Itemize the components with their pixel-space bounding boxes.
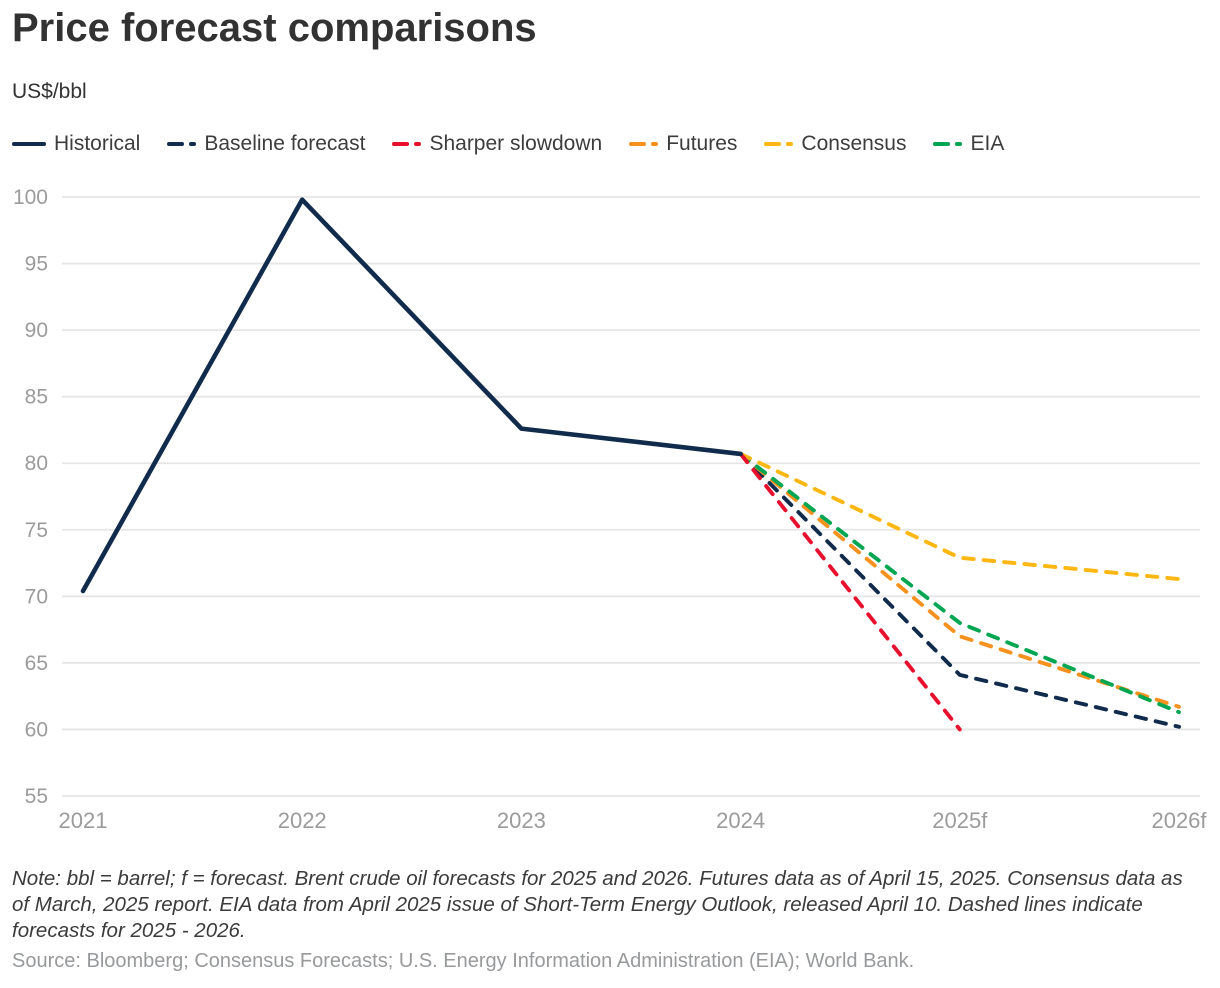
series-line-eia	[738, 451, 1181, 715]
dash-long	[629, 142, 647, 146]
x-tick-label-2024: 2024	[716, 808, 765, 833]
y-tick-label-80: 80	[25, 452, 48, 475]
x-tick-label-2026f: 2026f	[1151, 808, 1207, 833]
solid-bar	[12, 142, 46, 146]
y-tick-label-90: 90	[25, 319, 48, 342]
chart-svg: 55 60 65 70 75 80 85 90 95 100 2021 2022 2023 2024 202…	[13, 186, 1207, 833]
y-tick-label-65: 65	[25, 652, 48, 675]
y-tick-label-60: 60	[25, 718, 48, 741]
legend: Historical Baseline forecast Sharper slowd…	[12, 132, 1004, 156]
y-tick-label-75: 75	[25, 519, 48, 542]
legend-label: Futures	[666, 132, 738, 155]
dash-short	[786, 142, 794, 146]
x-tick-label-2021: 2021	[59, 808, 108, 833]
page-title: Price forecast comparisons	[12, 6, 537, 50]
series-line-futures	[738, 451, 1181, 709]
legend-label: Consensus	[801, 132, 907, 155]
solid-line-swatch-icon	[12, 142, 46, 146]
y-tick-label-95: 95	[25, 253, 48, 276]
dashed-line-swatch-icon	[764, 142, 794, 146]
series-line-historical	[80, 197, 743, 594]
chart-area: 55 60 65 70 75 80 85 90 95 100 2021 2022 2023 2024 202…	[0, 180, 1220, 845]
axis-unit-label: US$/bbl	[12, 80, 87, 103]
legend-label: Sharper slowdown	[429, 132, 603, 155]
y-tick-label-55: 55	[25, 785, 48, 808]
y-tick-label-85: 85	[25, 386, 48, 409]
x-tick-label-2025f: 2025f	[932, 808, 988, 833]
dash-short	[651, 142, 659, 146]
dash-long	[167, 142, 185, 146]
legend-item-baseline-forecast: Baseline forecast	[167, 132, 365, 156]
legend-item-eia: EIA	[933, 132, 1004, 156]
y-tick-label-100: 100	[13, 186, 48, 209]
legend-label: EIA	[970, 132, 1005, 155]
legend-label: Baseline forecast	[204, 132, 366, 155]
dash-short	[955, 142, 963, 146]
x-tick-label-2023: 2023	[497, 808, 546, 833]
dashed-line-swatch-icon	[629, 142, 659, 146]
legend-label: Historical	[54, 132, 141, 155]
y-tick-label-70: 70	[25, 585, 48, 608]
dashed-line-swatch-icon	[933, 142, 963, 146]
series-line-sharper-slowdown	[738, 451, 962, 732]
series-line-consensus	[738, 451, 1181, 581]
series-line-baseline-forecast	[738, 451, 1181, 729]
legend-item-sharper-slowdown: Sharper slowdown	[392, 132, 602, 156]
dash-long	[764, 142, 782, 146]
x-tick-label-2022: 2022	[278, 808, 327, 833]
dash-short	[189, 142, 197, 146]
dash-short	[414, 142, 422, 146]
legend-item-futures: Futures	[629, 132, 737, 156]
chart-note: Note: bbl = barrel; f = forecast. Brent …	[12, 867, 1183, 942]
dash-long	[392, 142, 410, 146]
dash-long	[933, 142, 951, 146]
dashed-line-swatch-icon	[392, 142, 422, 146]
legend-item-consensus: Consensus	[764, 132, 906, 156]
dashed-line-swatch-icon	[167, 142, 197, 146]
legend-item-historical: Historical	[12, 132, 140, 156]
chart-source: Source: Bloomberg; Consensus Forecasts; …	[12, 950, 915, 972]
